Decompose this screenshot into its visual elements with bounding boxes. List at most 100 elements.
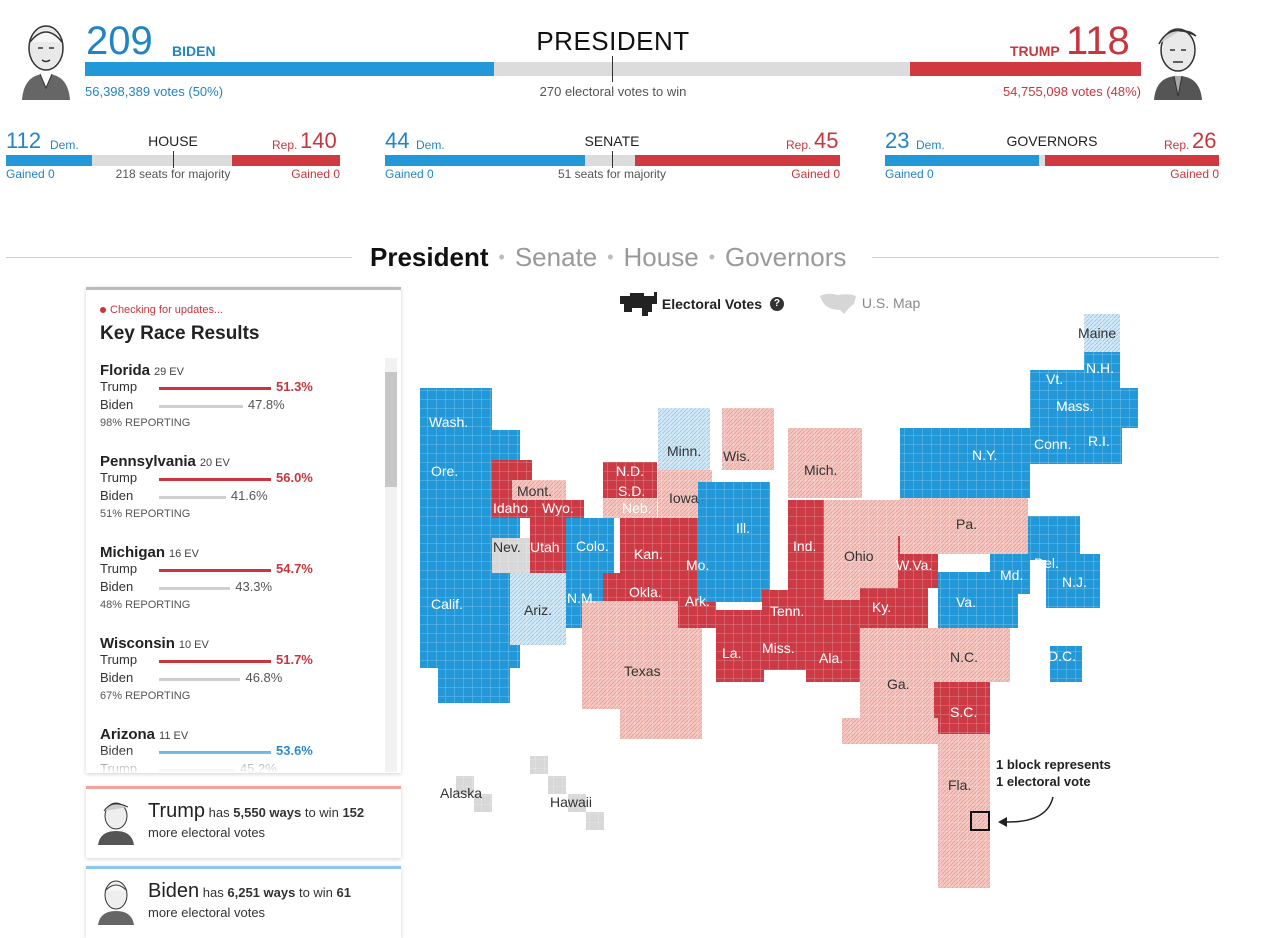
vote-grid-overlay: [620, 709, 702, 739]
house-majority-marker: [173, 151, 174, 168]
race-pennsylvania[interactable]: Pennsylvania 20 EV Trump 56.0% Biden 41.6% 51%…: [100, 453, 370, 520]
race-michigan[interactable]: Michigan 16 EV Trump 54.7% Biden 43.3% 48% REP…: [100, 544, 370, 611]
biden-ev-fill: [85, 62, 494, 76]
biden-paths-ev: 61: [336, 885, 352, 900]
biden-paths-card[interactable]: Biden has 6,251 ways to win 61 more elec…: [86, 866, 401, 938]
governors-bar: [885, 155, 1219, 166]
biden-portrait: [18, 18, 74, 100]
scrollbar-thumb[interactable]: [385, 372, 397, 487]
house-rep-fill: [232, 155, 340, 166]
candidate-name: Biden: [100, 397, 134, 412]
state-label: Ill.: [736, 520, 750, 536]
vote-grid-overlay: [788, 428, 862, 498]
biden-mini-portrait: [98, 880, 134, 925]
reporting-status: 51% REPORTING: [100, 508, 191, 520]
state-label: Neb.: [622, 500, 652, 516]
house-rep-count: 140: [300, 128, 337, 153]
trump-paths-card[interactable]: Trump has 5,550 ways to win 152 more ele…: [86, 786, 401, 858]
vote-grid-overlay: [722, 408, 774, 470]
vote-grid-overlay: [824, 500, 900, 600]
house-dem-label: Dem.: [50, 138, 79, 152]
vote-grid-overlay: [860, 628, 934, 718]
trump-paths-name: Trump: [148, 800, 206, 822]
vote-grid-overlay: [586, 812, 604, 830]
vote-grid-overlay: [1084, 352, 1120, 392]
electoral-map-icon: [620, 292, 657, 316]
state-label: R.I.: [1088, 433, 1110, 449]
biden-ev-count: 209: [86, 19, 153, 63]
vote-grid-overlay: [603, 462, 657, 480]
governors-dem-label: Dem.: [916, 138, 945, 152]
vote-grid-overlay: [620, 518, 686, 573]
trump-ev-count: 118: [1066, 19, 1130, 63]
map-legend: 1 block represents 1 electoral vote: [996, 756, 1111, 790]
state-label: Del.: [1034, 555, 1059, 571]
reporting-status: 67% REPORTING: [100, 690, 191, 702]
house-rep-label: Rep.: [272, 138, 298, 152]
state-label: Ga.: [887, 676, 910, 692]
house-majority-label: 218 seats for majority: [115, 167, 231, 181]
update-status: Checking for updates...: [100, 304, 223, 316]
senate-rep-label: Rep.: [786, 138, 812, 152]
biden-paths-ways: 6,251 ways: [227, 885, 296, 900]
governors-rep-label: Rep.: [1164, 138, 1190, 152]
vote-share-pct: 54.7%: [276, 561, 313, 576]
state-label: Mo.: [686, 557, 709, 573]
senate-dem-gained: Gained 0: [385, 167, 434, 181]
vote-share-bar: [159, 496, 226, 499]
tab-separator: •: [708, 246, 715, 267]
senate-majority-label: 51 seats for majority: [557, 167, 667, 181]
candidate-name: Trump: [100, 470, 138, 485]
tab-house[interactable]: House: [623, 241, 699, 272]
state-label: Ohio: [844, 548, 874, 564]
trump-paths-rest: more electoral votes: [148, 825, 266, 840]
legend-block-sample: [970, 811, 990, 831]
candidate-row: Trump 51.7%: [100, 652, 370, 670]
state-label: N.M.: [567, 590, 597, 606]
vote-grid-overlay: [806, 630, 860, 682]
governors-dem-fill: [885, 155, 1039, 166]
vote-grid-overlay: [990, 554, 1030, 594]
trump-paths-ev: 152: [342, 805, 365, 820]
vote-grid-overlay: [698, 482, 770, 602]
key-race-title: Key Race Results: [100, 323, 260, 344]
governors-dem-gained: Gained 0: [885, 167, 934, 181]
biden-paths-text: Biden has 6,251 ways to win 61 more elec…: [148, 881, 388, 923]
vote-share-pct: 41.6%: [230, 488, 268, 503]
vote-grid-overlay: [530, 518, 566, 573]
trump-paths-to-win: to win: [304, 805, 339, 820]
state-label: Colo.: [576, 538, 609, 554]
race-ev: 20 EV: [199, 457, 230, 469]
reporting-status: 98% REPORTING: [100, 417, 191, 429]
vote-grid-overlay: [860, 588, 928, 628]
race-ev: 10 EV: [178, 639, 209, 651]
vote-grid-overlay: [788, 500, 824, 600]
tab-senate[interactable]: Senate: [514, 241, 598, 272]
senate-majority-marker: [612, 151, 613, 168]
toggle-us-map-label: U.S. Map: [861, 295, 921, 311]
tab-governors[interactable]: Governors: [725, 241, 847, 272]
state-label: Ariz.: [524, 602, 552, 618]
tab-president[interactable]: President: [370, 241, 489, 272]
state-label: Wash.: [429, 414, 468, 430]
vote-grid-overlay: [512, 480, 566, 500]
state-label: Mont.: [517, 483, 552, 499]
vote-share-pct: 51.3%: [276, 379, 313, 394]
race-wisconsin[interactable]: Wisconsin 10 EV Trump 51.7% Biden 46.8% 67% RE…: [100, 635, 370, 702]
toggle-us-map[interactable]: U.S. Map: [818, 290, 920, 316]
vote-grid-overlay: [1050, 646, 1082, 682]
race-tabs: President • Senate • House • Governors: [370, 240, 846, 273]
vote-grid-overlay: [900, 498, 1028, 554]
tabs-rule-right: [872, 257, 1219, 258]
vote-share-pct: 46.8%: [245, 670, 283, 685]
governors-rep-count: 26: [1192, 128, 1217, 153]
help-icon[interactable]: ?: [769, 297, 784, 311]
toggle-electoral-votes[interactable]: Electoral Votes ?: [618, 290, 784, 318]
vote-grid-overlay: [1030, 370, 1084, 394]
race-florida[interactable]: Florida 29 EV Trump 51.3% Biden 47.8% 98% REPO…: [100, 362, 370, 429]
governors-rep-gained: Gained 0: [1170, 167, 1219, 181]
trump-popular-vote: 54,755,098 votes (48%): [1002, 84, 1141, 99]
vote-grid-overlay: [474, 794, 492, 812]
candidate-row: Biden 46.8%: [100, 670, 370, 688]
trump-paths-has: has: [208, 805, 230, 820]
